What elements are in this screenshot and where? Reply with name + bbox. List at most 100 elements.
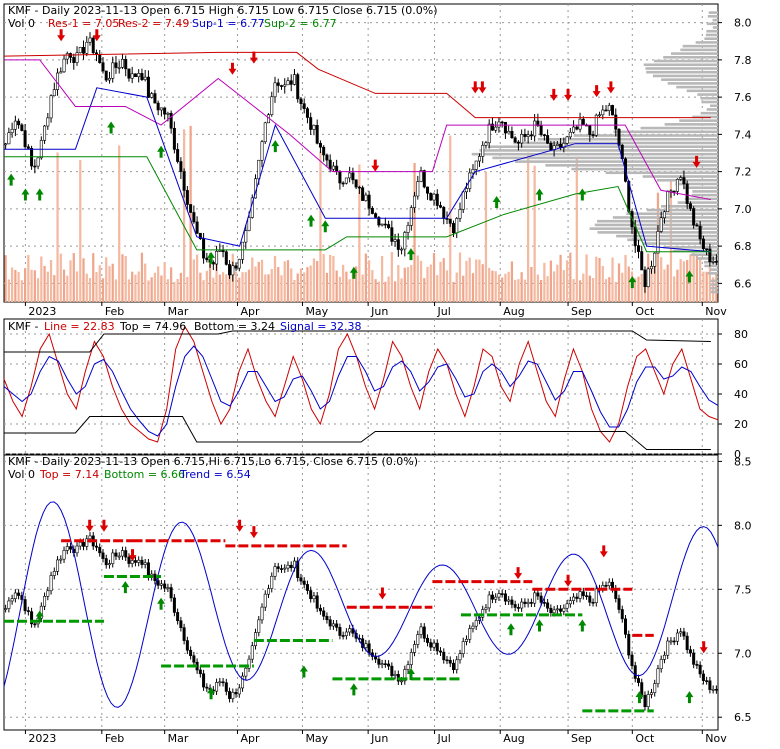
volume-profile-bar [594, 223, 718, 227]
trend-candle-body [439, 650, 443, 653]
volume-bar [575, 156, 578, 302]
price-candle-body [241, 241, 245, 260]
trend-candle-body [646, 694, 650, 708]
trend-candle-body [526, 602, 530, 604]
buy-arrow [7, 173, 16, 186]
price-candle-body [289, 80, 293, 85]
trend-candle-body [305, 584, 309, 591]
volume-bar [452, 281, 455, 302]
res-2-line [3, 51, 711, 119]
price-candle-body [10, 128, 14, 134]
trend-candle-body [711, 688, 715, 691]
volume-bar [10, 267, 14, 302]
volume-bar [604, 279, 608, 302]
trend-candle-body [49, 575, 53, 592]
month-label: Apr [240, 305, 260, 318]
trend-ytick-label: 8.0 [734, 519, 752, 532]
price-candle-body [257, 159, 261, 180]
trend-trend-label: Trend = 6.54 [179, 468, 251, 481]
price-candle-body [279, 85, 283, 87]
price-candle-body [357, 186, 361, 189]
month-label: Jul [437, 732, 451, 745]
volume-bar [432, 252, 436, 302]
volume-profile-bar [545, 164, 718, 167]
volume-profile-layer [471, 11, 718, 294]
volume-profile-bar [537, 137, 718, 141]
price-ytick-label: 8.0 [734, 17, 752, 30]
trend-candle-body [364, 643, 368, 648]
stoch-line-label: Line = 22.83 [44, 320, 115, 333]
sell-arrow [692, 155, 701, 168]
trend-candle-body [575, 596, 579, 599]
trend-candle-body [46, 590, 50, 597]
volume-bar [455, 272, 458, 302]
stoch-ytick-label: 60 [734, 358, 748, 371]
trend-candle-body [620, 609, 624, 620]
price-candle-body [529, 134, 533, 137]
trend-candle-body [659, 659, 663, 670]
volume-profile-bar [691, 253, 718, 257]
price-candle-body [36, 157, 40, 167]
month-label: Sep [571, 305, 592, 318]
trend-sell-arrow [378, 587, 387, 600]
trend-candle-body [636, 678, 640, 683]
price-candle-body [500, 121, 504, 124]
volume-profile-bar [664, 123, 718, 126]
trend-candle-body [692, 652, 696, 665]
price-candle-body [263, 122, 267, 143]
volume-bar [595, 256, 598, 302]
volume-bar [254, 266, 257, 302]
stoch-bottom-label: Bottom = 3.24 [194, 320, 275, 333]
trend-candle-body [487, 594, 491, 609]
month-label: 2023 [28, 732, 56, 745]
price-candle-body [549, 142, 553, 151]
price-candle-body [192, 212, 196, 223]
trend-candle-body [224, 682, 228, 692]
price-candle-body [662, 211, 666, 219]
price-candle-body [26, 146, 30, 149]
trend-top-label: Top = 7.14 [39, 468, 99, 481]
trend-candle-body [611, 581, 615, 590]
trend-candle-body [422, 626, 426, 639]
volume-bar [23, 268, 27, 302]
trend-candle-body [299, 577, 303, 582]
volume-bar [712, 277, 715, 302]
volume-profile-bar [686, 89, 718, 93]
volume-bar [374, 279, 377, 302]
trend-candle-body [257, 619, 261, 633]
price-candle-body [451, 223, 455, 234]
price-candle-body [312, 124, 316, 130]
price-candle-body [464, 188, 468, 193]
price-candle-body [396, 239, 400, 250]
volume-bar [666, 264, 669, 302]
trend-ytick-label: 8.5 [734, 455, 752, 468]
trend-candle-body [279, 568, 283, 570]
trend-candle-body [624, 618, 628, 635]
price-candle-body [244, 230, 248, 243]
trend-candle-body [500, 593, 504, 595]
volume-bar [380, 255, 384, 302]
price-candle-body [487, 123, 491, 144]
buy-arrow [406, 248, 415, 261]
price-candle-body [455, 218, 459, 234]
volume-bar [131, 271, 134, 302]
volume-profile-bar [707, 15, 718, 18]
stoch-series-line [3, 325, 719, 443]
volume-bar [40, 256, 43, 302]
volume-bar [290, 268, 293, 302]
trend-candle-body [458, 653, 462, 661]
price-candle-body [633, 226, 637, 246]
volume-bar [144, 263, 147, 302]
price-candle-body [351, 172, 355, 181]
trend-candle-body [464, 638, 468, 642]
volume-profile-bar [710, 104, 718, 108]
price-candle-body [484, 142, 488, 146]
price-candle-body [302, 103, 306, 109]
trend-candle-body [169, 587, 173, 599]
trend-candle-body [367, 643, 371, 654]
trend-candle-body [325, 615, 329, 621]
trend-candle-body [163, 583, 167, 589]
volume-bar [523, 279, 527, 302]
volume-bar [488, 267, 491, 302]
price-panel-vol-label: Vol 0 [8, 17, 35, 30]
